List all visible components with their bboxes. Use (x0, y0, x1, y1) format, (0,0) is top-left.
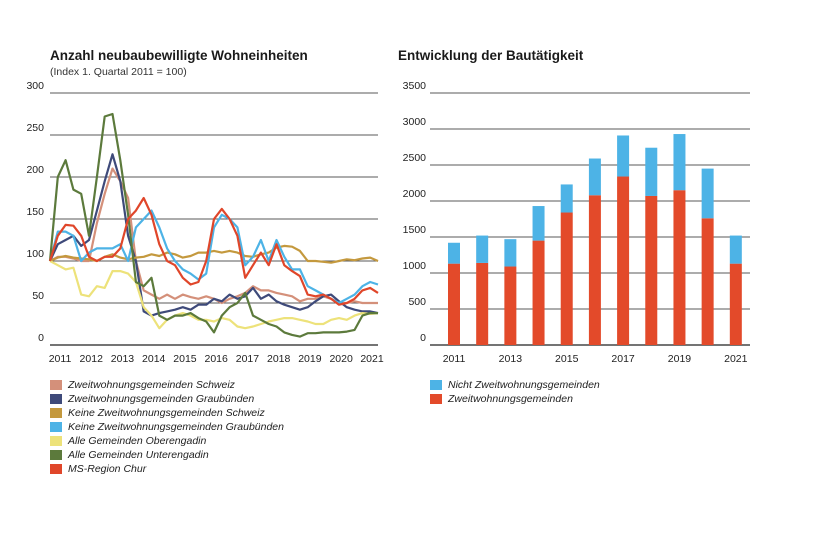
line-chart-y-tick-label: 250 (26, 122, 44, 134)
bar-segment (504, 239, 517, 267)
bar-segment (532, 206, 545, 241)
legend-label: Alle Gemeinden Unterengadin (68, 449, 209, 461)
legend-item: Zweitwohnungsgemeinden Graubünden (50, 392, 284, 406)
bar-chart-y-tick-label: 2000 (403, 188, 427, 200)
bar-chart-title: Entwicklung der Bautätigkeit (398, 48, 584, 63)
line-chart-x-tick-label: 2013 (111, 353, 135, 365)
bar-chart-x-tick-label: 2021 (724, 353, 748, 365)
bar-segment (645, 147, 658, 196)
legend-swatch (50, 450, 62, 460)
bar-segment (617, 176, 630, 345)
bar-chart-y-tick-label: 2500 (403, 152, 427, 164)
bar-segment (588, 158, 601, 196)
line-chart-y-tick-label: 100 (26, 248, 44, 260)
legend-swatch (430, 380, 442, 390)
legend-item: Alle Gemeinden Oberengadin (50, 434, 284, 448)
line-series (48, 112, 378, 338)
line-chart-x-tick-label: 2014 (142, 353, 166, 365)
bar-segment (476, 262, 489, 345)
bar-chart-x-tick-label: 2017 (611, 353, 635, 365)
line-chart-x-tick-label: 2021 (360, 353, 384, 365)
legend-swatch (50, 394, 62, 404)
bar-segment (588, 195, 601, 345)
line-chart-x-tick-label: 2018 (267, 353, 291, 365)
line-series (49, 260, 379, 330)
bar-chart-x-tick-label: 2019 (668, 353, 692, 365)
bar-chart-y-tick-label: 500 (408, 296, 426, 308)
legend-label: Zweitwohnungsgemeinden Graubünden (68, 393, 255, 405)
bar-segment (729, 235, 742, 264)
legend-item: Keine Zweitwohnungsgemeinden Graubünden (50, 420, 284, 434)
bar-segment (617, 135, 630, 177)
line-series (49, 167, 378, 305)
line-chart-x-tick-label: 2020 (329, 353, 353, 365)
line-chart-legend: Zweitwohnungsgemeinden Schweiz Zweitwohnu… (50, 378, 284, 476)
line-chart-y-tick-label: 200 (26, 164, 44, 176)
legend-label: Alle Gemeinden Oberengadin (68, 435, 207, 447)
bar-chart-y-tick-label: 0 (420, 332, 426, 344)
line-series (48, 196, 379, 306)
bar-chart-y-tick-label: 3500 (403, 80, 427, 92)
legend-item: Alle Gemeinden Unterengadin (50, 448, 284, 462)
legend-label: Keine Zweitwohnungsgemeinden Graubünden (68, 421, 284, 433)
bar-segment (673, 134, 686, 191)
legend-swatch (430, 394, 442, 404)
legend-item: MS-Region Chur (50, 462, 284, 476)
bar-segment (560, 184, 573, 213)
line-chart-y-tick-label: 300 (26, 80, 44, 92)
bar-chart-y-tick-label: 1500 (403, 224, 427, 236)
legend-item: Zweitwohnungsgemeinden Schweiz (50, 378, 284, 392)
legend-swatch (50, 436, 62, 446)
line-chart-x-tick-label: 2016 (205, 353, 229, 365)
bar-segment (560, 212, 573, 345)
legend-label: Nicht Zweitwohnungsgemeinden (448, 379, 600, 391)
bar-chart-x-tick-label: 2015 (555, 353, 579, 365)
bar-chart-x-tick-label: 2011 (443, 353, 466, 365)
legend-label: MS-Region Chur (68, 463, 147, 475)
line-chart-x-tick-label: 2017 (236, 353, 260, 365)
line-chart-title: Anzahl neubaubewilligte Wohneinheiten (50, 48, 308, 63)
legend-label: Keine Zweitwohnungsgemeinden Schweiz (68, 407, 265, 419)
legend-item: Nicht Zweitwohnungsgemeinden (430, 378, 600, 392)
bar-segment (448, 263, 460, 345)
line-chart-subtitle: (Index 1. Quartal 2011 = 100) (50, 66, 187, 78)
bar-chart-x-tick-label: 2013 (499, 353, 523, 365)
line-chart-x-tick-label: 2011 (49, 353, 72, 365)
bar-segment (448, 242, 460, 264)
bar-chart-legend: Nicht Zweitwohnungsgemeinden Zweitwohnung… (430, 378, 600, 406)
bar-chart-y-tick-label: 1000 (403, 260, 427, 272)
line-chart-y-tick-label: 0 (38, 332, 44, 344)
legend-swatch (50, 380, 62, 390)
legend-item: Keine Zweitwohnungsgemeinden Schweiz (50, 406, 284, 420)
bar-segment (701, 168, 714, 219)
bar-segment (673, 190, 686, 345)
legend-swatch (50, 422, 62, 432)
line-chart-y-tick-label: 150 (26, 206, 44, 218)
legend-item: Zweitwohnungsgemeinden (430, 392, 600, 406)
bar-segment (532, 240, 545, 345)
legend-label: Zweitwohnungsgemeinden (448, 393, 573, 405)
bar-segment (504, 266, 517, 345)
bar-segment (476, 235, 489, 263)
line-chart-x-tick-label: 2019 (298, 353, 322, 365)
legend-swatch (50, 408, 62, 418)
legend-swatch (50, 464, 62, 474)
bar-segment (729, 263, 742, 345)
line-chart-x-tick-label: 2012 (80, 353, 104, 365)
bar-chart-y-tick-label: 3000 (403, 116, 427, 128)
line-chart-x-tick-label: 2015 (173, 353, 197, 365)
legend-label: Zweitwohnungsgemeinden Schweiz (68, 379, 235, 391)
bar-segment (701, 218, 714, 345)
line-series (49, 153, 379, 317)
bar-segment (645, 195, 658, 345)
line-chart-y-tick-label: 50 (32, 290, 44, 302)
